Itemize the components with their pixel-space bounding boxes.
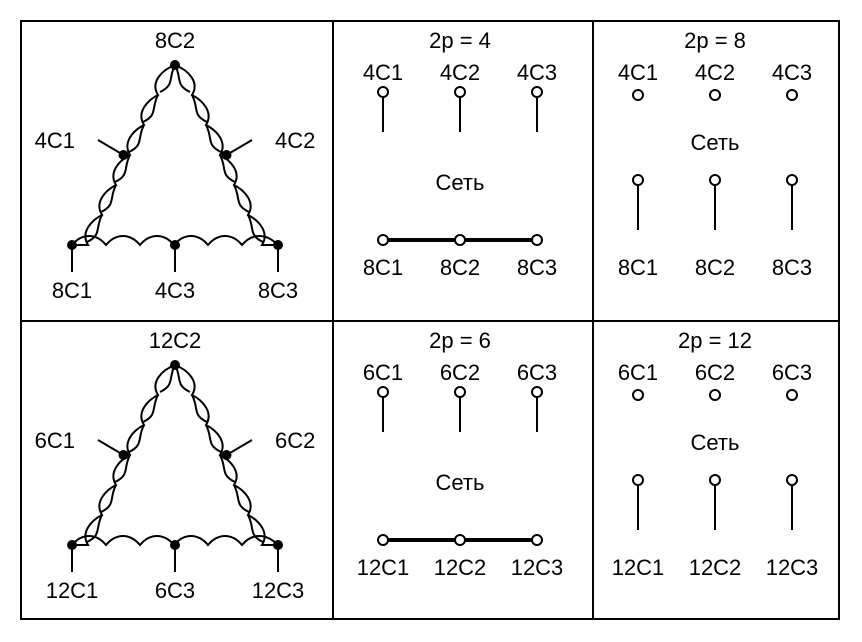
tri-top-center-base-label: 4C3: [155, 278, 195, 303]
panel-tm-bot0: 8C1: [363, 255, 403, 280]
panel-bm-mid-text: Сеть: [436, 470, 485, 495]
panel-bm-bot0: 12C1: [357, 555, 410, 580]
panel-br-bot0: 12C1: [612, 555, 665, 580]
panel-tr-bot1: 8C2: [695, 255, 735, 280]
tri-bot-right-base-label: 12C3: [252, 578, 305, 603]
tri-top-right-base-label: 8C3: [258, 278, 298, 303]
panel-bm-top1: 6C2: [440, 360, 480, 385]
panel-br-top2: 6C3: [772, 360, 812, 385]
tri-bot-left-mid-label: 6C1: [35, 428, 75, 453]
panel-br-bot2: 12C3: [766, 555, 819, 580]
panel-tr-top2: 4C3: [772, 60, 812, 85]
panel-bm-title: 2p = 6: [429, 328, 491, 353]
triangle-top: 8C2 4C1 4C2 8C1 4C3 8C3: [35, 28, 316, 303]
panel-tm-title: 2p = 4: [429, 28, 491, 53]
panel-br-top1: 6C2: [695, 360, 735, 385]
panel-tr-bot2: 8C3: [772, 255, 812, 280]
panel-bm-bot1: 12C2: [434, 555, 487, 580]
panel-tr-bot0: 8C1: [618, 255, 658, 280]
panel-tr-top0: 4C1: [618, 60, 658, 85]
tri-bot-left-base-label: 12C1: [46, 578, 99, 603]
panel-br-title: 2p = 12: [678, 328, 752, 353]
panel-tm-bot2: 8C3: [517, 255, 557, 280]
panel-top-middle: 2p = 4 4C1 4C2 4C3 Сеть 8C1 8C2 8C3: [363, 28, 557, 280]
panel-top-right: 2p = 8 4C1 4C2 4C3 Сеть 8C1 8C2 8C3: [618, 28, 812, 280]
tri-top-left-base-label: 8C1: [52, 278, 92, 303]
tri-top-right-mid-label: 4C2: [275, 128, 315, 153]
panel-tm-top2: 4C3: [517, 60, 557, 85]
panel-tm-top0: 4C1: [363, 60, 403, 85]
panel-bottom-right: 2p = 12 6C1 6C2 6C3 Сеть 12C1 12C2 12C3: [612, 328, 819, 580]
panel-tm-top1: 4C2: [440, 60, 480, 85]
panel-bm-top2: 6C3: [517, 360, 557, 385]
panel-tm-bot1: 8C2: [440, 255, 480, 280]
panel-tm-mid-text: Сеть: [436, 170, 485, 195]
tri-top-left-mid-label: 4C1: [35, 128, 75, 153]
panel-bottom-middle: 2p = 6 6C1 6C2 6C3 Сеть 12C1 12C2 12C3: [357, 328, 564, 580]
tri-top-apex-label: 8C2: [155, 28, 195, 53]
panel-tr-top1: 4C2: [695, 60, 735, 85]
panel-tr-title: 2p = 8: [684, 28, 746, 53]
triangle-bottom: 12C2 6C1 6C2 12C1 6C3 12C3: [35, 328, 316, 603]
tri-bot-center-base-label: 6C3: [155, 578, 195, 603]
panel-br-top0: 6C1: [618, 360, 658, 385]
panel-br-bot1: 12C2: [689, 555, 742, 580]
panel-br-mid-text: Сеть: [691, 430, 740, 455]
tri-bot-right-mid-label: 6C2: [275, 428, 315, 453]
diagram-svg: 8C2 4C1 4C2 8C1 4C3 8C3: [0, 0, 862, 642]
tri-bot-apex-label: 12C2: [149, 328, 202, 353]
panel-bm-top0: 6C1: [363, 360, 403, 385]
panel-bm-bot2: 12C3: [511, 555, 564, 580]
panel-tr-mid-text: Сеть: [691, 130, 740, 155]
